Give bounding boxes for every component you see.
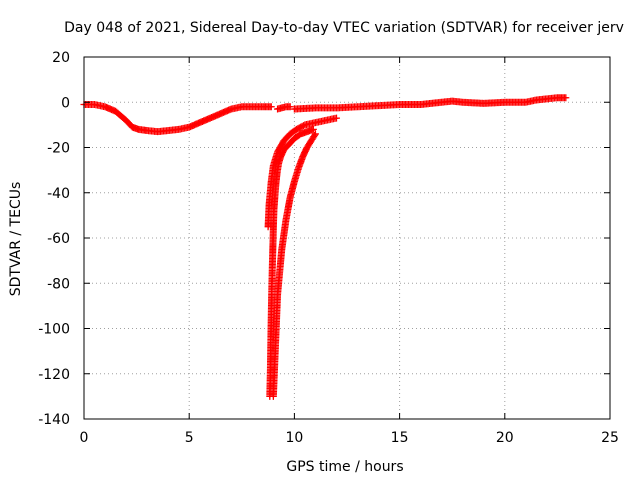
x-tick-labels: 0 5 10 15 20 25 (80, 430, 619, 446)
data-marks (80, 94, 570, 400)
y-tick-label: 0 (61, 95, 70, 111)
axis-ticks (83, 56, 611, 420)
chart-title: Day 048 of 2021, Sidereal Day-to-day VTE… (64, 20, 624, 36)
data-point (311, 130, 319, 138)
y-tick-label: -120 (38, 367, 70, 383)
x-tick-label: 10 (285, 430, 303, 446)
data-point (286, 103, 294, 111)
series-late-spread (274, 103, 294, 113)
y-tick-label: -40 (47, 186, 70, 202)
y-tick-label: -80 (47, 276, 70, 292)
x-axis-label: GPS time / hours (286, 459, 403, 475)
data-point (311, 131, 319, 139)
x-tick-label: 15 (391, 430, 409, 446)
y-tick-label: -100 (38, 322, 70, 338)
x-tick-label: 25 (601, 430, 619, 446)
data-point (309, 125, 317, 133)
y-axis-label: SDTVAR / TECUs (8, 182, 24, 297)
x-tick-label: 0 (80, 430, 89, 446)
y-tick-label: -20 (47, 141, 70, 157)
series-early (80, 101, 275, 136)
x-tick-label: 20 (496, 430, 514, 446)
x-tick-label: 5 (185, 430, 194, 446)
data-point (332, 114, 340, 122)
data-point (562, 94, 570, 102)
grid (84, 57, 610, 419)
y-tick-label: -140 (38, 412, 70, 428)
y-tick-labels: 20 0 -20 -40 -60 -80 -100 -120 -140 (38, 50, 70, 428)
y-tick-label: 20 (52, 50, 70, 66)
y-tick-label: -60 (47, 231, 70, 247)
series-drop-a (266, 125, 317, 400)
series-upper-c (264, 114, 340, 231)
series-recovery-b (269, 130, 319, 400)
data-point (267, 103, 275, 111)
series-late (290, 94, 570, 113)
plot-frame (83, 56, 611, 420)
